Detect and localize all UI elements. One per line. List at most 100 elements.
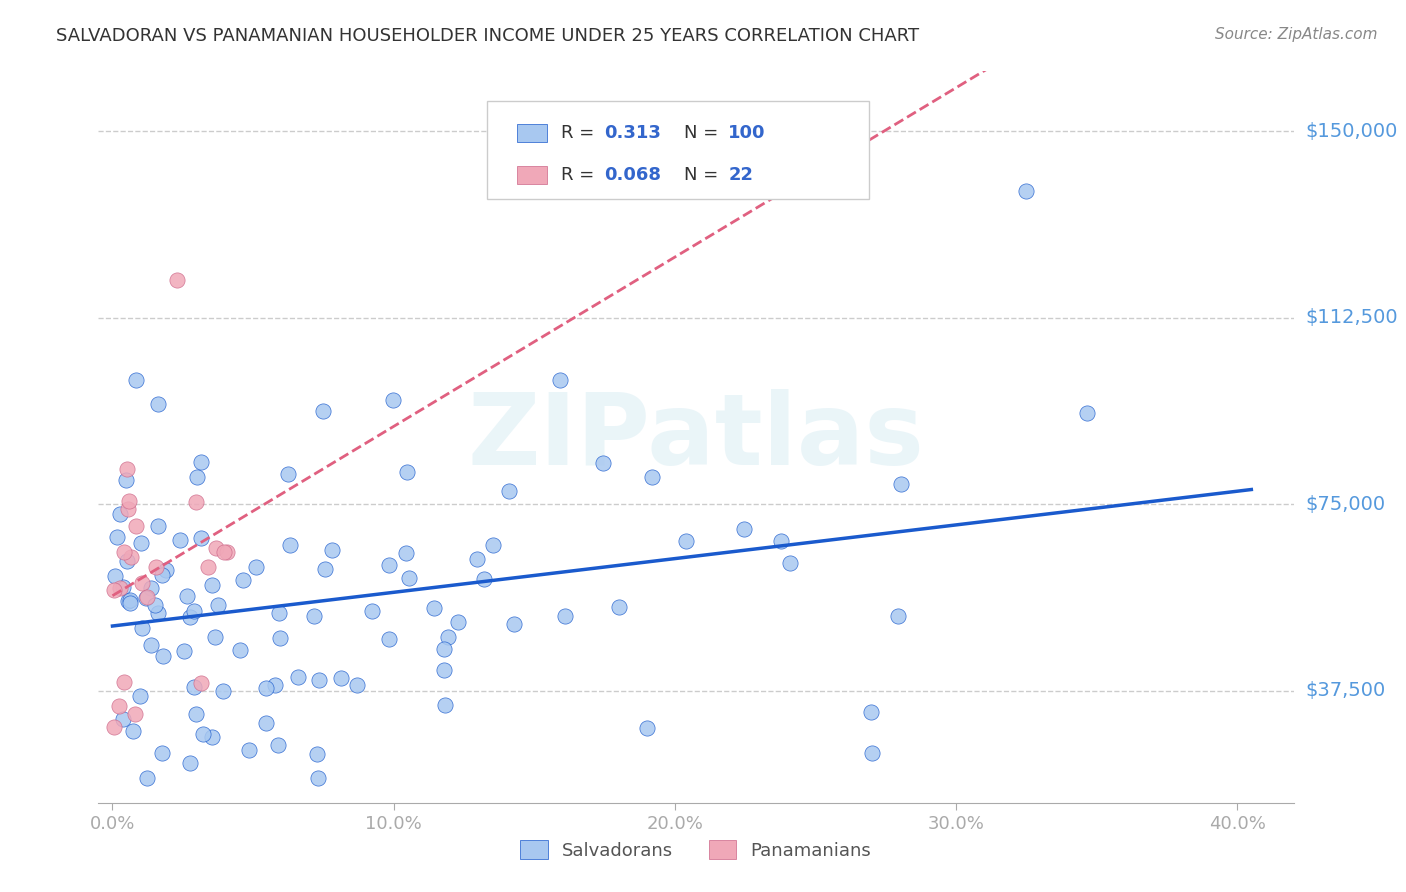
Point (314, 562, 336, 576)
Point (117, 554, 139, 568)
Point (105, 530, 128, 544)
Text: R =: R = (561, 166, 600, 185)
Point (186, 470, 208, 484)
FancyBboxPatch shape (517, 124, 547, 143)
Point (201, 730, 224, 744)
Point (186, 706, 208, 721)
Point (245, 560, 267, 574)
Point (150, 746, 173, 760)
Point (104, 569, 127, 583)
Point (307, 771, 329, 785)
Point (190, 676, 212, 690)
Text: $37,500: $37,500 (1306, 681, 1386, 700)
Point (592, 456, 614, 470)
Point (169, 533, 191, 548)
Point (264, 678, 287, 692)
Point (183, 680, 205, 694)
Point (103, 720, 125, 734)
Point (190, 455, 212, 469)
Point (433, 663, 456, 677)
Text: 0.313: 0.313 (605, 124, 661, 142)
Point (269, 631, 291, 645)
Point (124, 373, 146, 387)
Point (135, 771, 157, 785)
Point (377, 558, 399, 572)
Legend: Salvadorans, Panamanians: Salvadorans, Panamanians (513, 833, 879, 867)
Point (152, 648, 174, 663)
Point (254, 716, 277, 731)
Point (155, 563, 177, 577)
Point (887, 609, 910, 624)
Point (214, 545, 236, 559)
Point (139, 581, 162, 595)
Text: 22: 22 (728, 166, 754, 185)
Point (190, 531, 212, 545)
Point (382, 393, 405, 408)
Point (267, 606, 290, 620)
Point (287, 670, 309, 684)
Point (434, 698, 457, 712)
Point (112, 580, 135, 594)
Point (146, 606, 169, 620)
Text: N =: N = (685, 166, 724, 185)
Point (184, 495, 207, 509)
Point (280, 538, 302, 552)
Point (139, 638, 162, 652)
Point (143, 599, 166, 613)
Point (176, 589, 198, 603)
Point (118, 596, 141, 610)
Point (312, 404, 335, 418)
Point (112, 675, 135, 690)
Point (173, 643, 195, 657)
Point (122, 724, 145, 739)
Text: SALVADORAN VS PANAMANIAN HOUSEHOLDER INCOME UNDER 25 YEARS CORRELATION CHART: SALVADORAN VS PANAMANIAN HOUSEHOLDER INC… (56, 27, 920, 45)
Point (433, 642, 456, 657)
Point (115, 462, 138, 476)
Point (472, 572, 495, 586)
Text: N =: N = (685, 124, 724, 142)
Text: R =: R = (561, 124, 600, 142)
Point (238, 743, 260, 757)
Point (498, 484, 520, 499)
Point (548, 373, 571, 387)
Point (554, 609, 576, 624)
Text: Source: ZipAtlas.com: Source: ZipAtlas.com (1215, 27, 1378, 42)
Point (395, 465, 418, 479)
Text: 0.068: 0.068 (605, 166, 661, 185)
Point (207, 598, 229, 612)
Point (124, 707, 146, 722)
Point (146, 518, 169, 533)
Point (201, 578, 224, 592)
Point (179, 610, 201, 624)
Point (360, 604, 382, 618)
Point (321, 543, 343, 558)
Point (1015, 184, 1038, 198)
Point (135, 591, 157, 605)
Point (197, 559, 219, 574)
Point (232, 573, 254, 587)
Point (308, 673, 330, 687)
Point (103, 582, 125, 597)
Point (117, 594, 139, 608)
Point (437, 631, 460, 645)
Point (217, 544, 239, 558)
Text: $75,000: $75,000 (1306, 495, 1385, 514)
Point (277, 467, 299, 481)
Point (145, 560, 167, 574)
Point (636, 721, 658, 735)
Point (118, 494, 141, 508)
Point (131, 621, 153, 635)
Point (395, 545, 418, 559)
Point (860, 746, 883, 760)
Point (131, 576, 153, 591)
Point (129, 536, 152, 550)
Point (304, 609, 326, 624)
Point (329, 671, 352, 685)
Point (1076, 406, 1098, 420)
Point (266, 738, 288, 752)
Point (125, 518, 148, 533)
Point (346, 677, 368, 691)
Point (111, 712, 134, 726)
Point (115, 473, 138, 487)
Point (117, 501, 139, 516)
